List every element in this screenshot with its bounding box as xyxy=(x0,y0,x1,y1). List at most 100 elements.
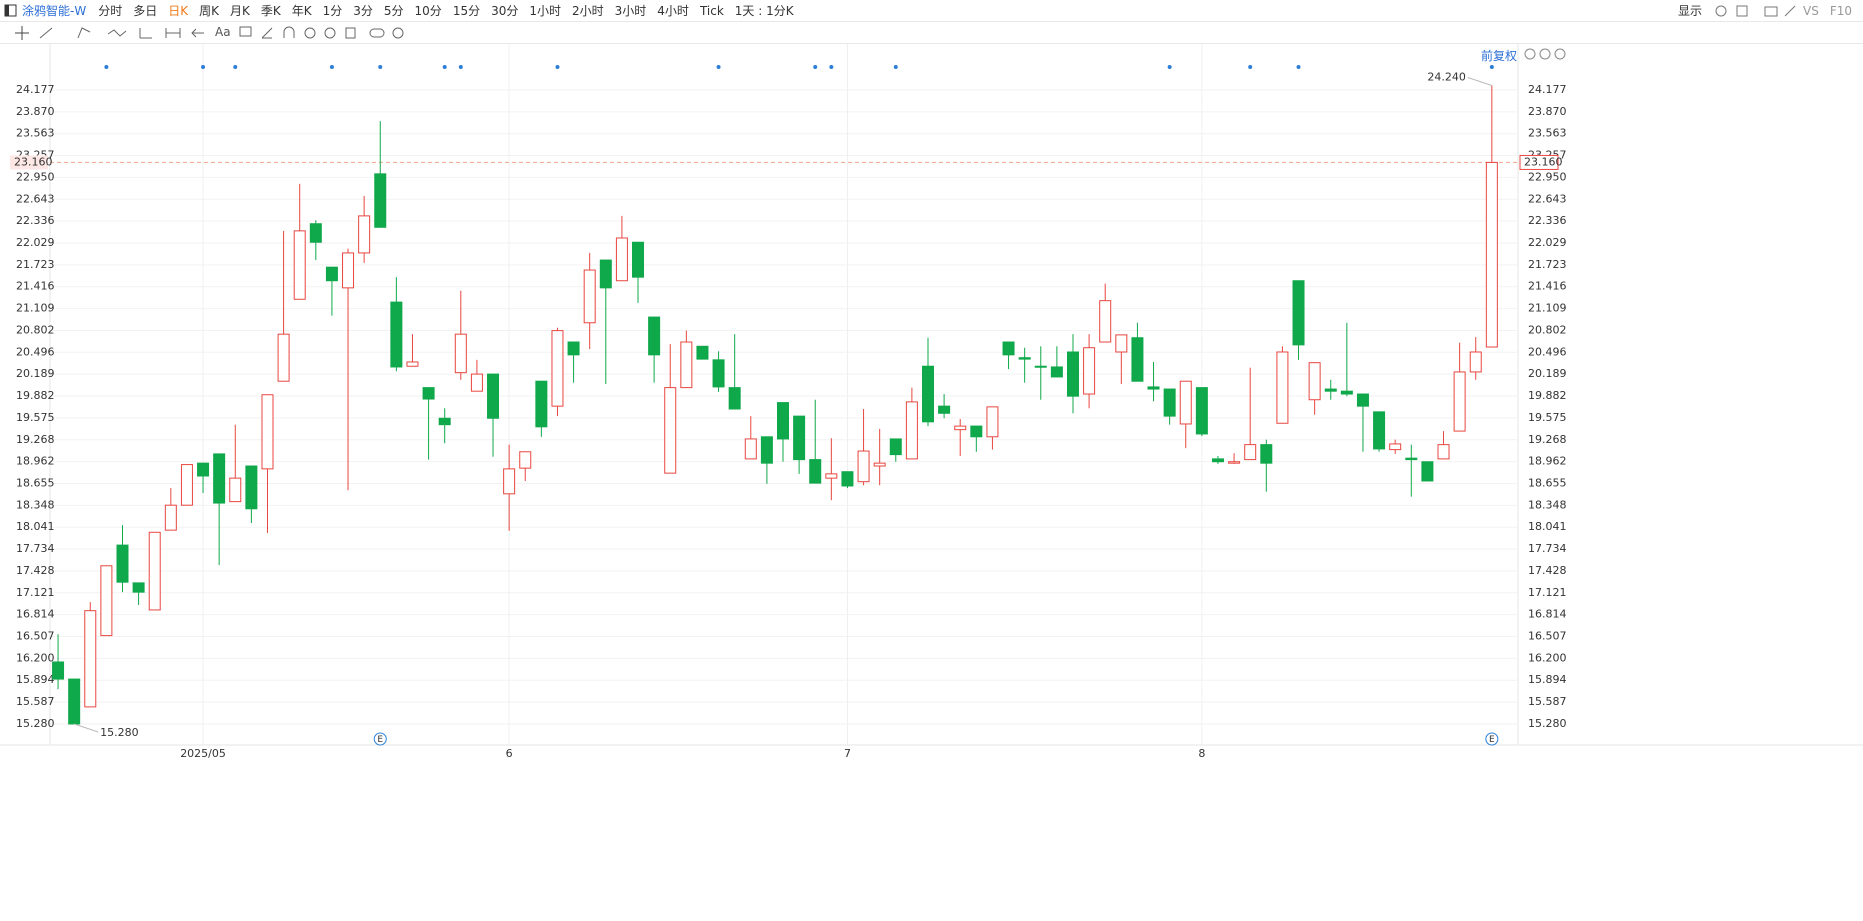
candle-body xyxy=(1453,371,1466,432)
event-dot xyxy=(555,65,560,69)
zoom-icon xyxy=(1524,48,1536,60)
candle-body xyxy=(841,471,854,487)
y-tick-label-right: 20.802 xyxy=(1528,323,1567,336)
y-tick-label: 20.496 xyxy=(16,345,55,358)
period[interactable]: 季K xyxy=(260,4,281,18)
period[interactable]: 30分 xyxy=(491,4,519,18)
event-label: E xyxy=(1489,735,1495,745)
y-tick-label: 23.870 xyxy=(16,105,55,118)
candle-body xyxy=(245,465,258,510)
candle-body xyxy=(551,330,564,407)
period[interactable]: Tick xyxy=(699,3,724,18)
symbol[interactable]: 涂鸦智能-W xyxy=(22,4,87,18)
candle-body xyxy=(1292,280,1305,346)
candle-body xyxy=(632,241,645,278)
period[interactable]: 多日 xyxy=(133,4,158,18)
candle-body xyxy=(1469,351,1482,373)
y-tick-label-right: 21.416 xyxy=(1528,280,1567,293)
period[interactable]: 分时 xyxy=(98,4,123,18)
display-menu[interactable]: 显示 xyxy=(1677,4,1702,18)
candle-body xyxy=(680,341,693,389)
text-tool[interactable]: Aa xyxy=(215,25,231,39)
candle-body xyxy=(519,451,532,469)
y-tick-label-right: 15.280 xyxy=(1528,717,1567,730)
y-tick-label: 15.587 xyxy=(16,695,55,708)
drawing-tools[interactable] xyxy=(10,22,430,43)
y-tick-label: 18.962 xyxy=(16,455,55,468)
period[interactable]: 10分 xyxy=(414,4,442,18)
candle-body xyxy=(454,333,467,374)
candle-body xyxy=(1099,300,1112,343)
y-tick-label: 22.950 xyxy=(16,170,55,183)
candle-body xyxy=(390,301,403,368)
tool-icons[interactable] xyxy=(1713,4,1803,18)
y-tick-label-right: 18.962 xyxy=(1528,455,1567,468)
candle-body xyxy=(1437,444,1450,460)
max-leader xyxy=(1467,76,1493,86)
last-price-label: 23.160 xyxy=(14,155,53,168)
y-tick-label-right: 21.109 xyxy=(1528,302,1567,315)
event-dot xyxy=(442,65,447,69)
f10[interactable]: F10 xyxy=(1829,3,1852,18)
candle-body xyxy=(52,661,65,680)
y-tick-label-right: 18.348 xyxy=(1528,498,1567,511)
candle-body xyxy=(1195,387,1208,435)
candle-body xyxy=(1340,390,1353,395)
event-dot xyxy=(1167,65,1172,69)
period[interactable]: 3分 xyxy=(353,4,373,18)
y-tick-label: 16.507 xyxy=(16,630,55,643)
panel-icon[interactable] xyxy=(4,4,18,18)
period[interactable]: 月K xyxy=(229,4,250,18)
candle-body xyxy=(374,173,387,228)
min-leader xyxy=(74,723,99,733)
adjust-mode[interactable]: 前复权 xyxy=(1481,49,1518,63)
y-tick-label: 18.655 xyxy=(16,476,55,489)
y-tick-label: 19.575 xyxy=(16,411,55,424)
candle-body xyxy=(487,373,500,419)
candle-body xyxy=(535,380,548,428)
period[interactable]: 年K xyxy=(291,4,312,18)
candle-body xyxy=(696,345,709,360)
period[interactable]: 1分 xyxy=(322,4,343,18)
candle-body xyxy=(583,269,596,324)
candle-body xyxy=(664,387,677,474)
last-price-box xyxy=(10,155,48,170)
y-tick-label: 22.643 xyxy=(16,192,55,205)
candle-body xyxy=(406,361,419,367)
period[interactable]: 15分 xyxy=(452,4,481,18)
candle-body xyxy=(889,438,902,456)
period[interactable]: 4小时 xyxy=(657,4,689,18)
period[interactable]: 日K xyxy=(168,4,189,18)
period[interactable]: 周K xyxy=(199,4,219,18)
y-tick-label-right: 17.734 xyxy=(1528,542,1567,555)
candle-body xyxy=(1147,386,1160,390)
period[interactable]: 5分 xyxy=(383,4,404,18)
y-tick-label-right: 17.121 xyxy=(1528,586,1567,599)
candle-body xyxy=(648,316,661,356)
period[interactable]: 1小时 xyxy=(529,4,562,18)
y-tick-label: 19.268 xyxy=(16,433,55,446)
candle-body xyxy=(1083,347,1096,395)
candle-body xyxy=(857,450,870,483)
candle-body xyxy=(1131,337,1144,382)
min-label: 15.280 xyxy=(100,726,139,739)
y-tick-label: 17.428 xyxy=(16,564,55,577)
y-tick-label: 20.189 xyxy=(16,367,55,380)
compare[interactable]: VS xyxy=(1803,3,1819,18)
candle-body xyxy=(148,531,161,611)
event-label: E xyxy=(377,735,383,745)
candle-body xyxy=(777,402,790,440)
y-tick-label: 20.802 xyxy=(16,323,55,336)
candle-body xyxy=(1260,444,1273,464)
candle-body xyxy=(229,477,242,503)
period[interactable]: 2小时 xyxy=(572,4,604,18)
period-toolbar: 涂鸦智能-W 分时 多日 日K 周K 月K 季K 年K 1分 3分 5分 10分… xyxy=(0,0,1863,22)
event-dot xyxy=(329,65,334,69)
event-marker xyxy=(373,732,387,746)
candle-body xyxy=(921,365,934,423)
candle-body xyxy=(567,341,580,356)
period[interactable]: 1天 : 1分K xyxy=(734,4,794,18)
y-tick-label: 19.882 xyxy=(16,389,55,402)
period[interactable]: 3小时 xyxy=(614,4,647,18)
